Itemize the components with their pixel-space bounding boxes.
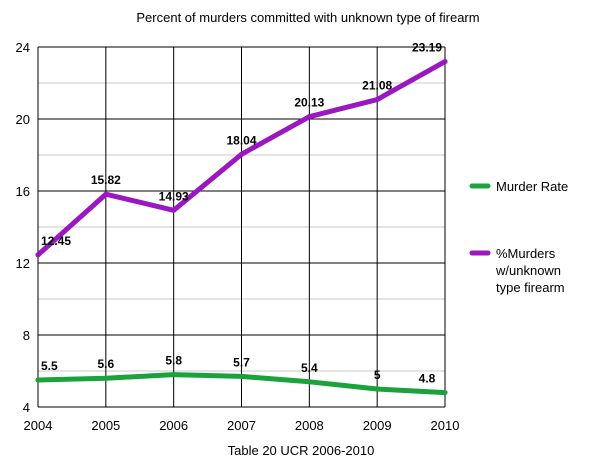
data-point bbox=[171, 207, 177, 213]
y-tick-label: 24 bbox=[16, 40, 30, 55]
data-point bbox=[442, 59, 448, 65]
legend-label-line: type firearm bbox=[496, 280, 565, 295]
data-point bbox=[103, 191, 109, 197]
plot-grid bbox=[37, 46, 446, 408]
x-tick-label: 2007 bbox=[227, 418, 256, 433]
data-point bbox=[374, 386, 380, 392]
plot-axes: 4 8 12 16 20 24 2004 2005 2006 2007 2008 2009 2010 bbox=[16, 40, 460, 433]
y-tick-label: 16 bbox=[16, 184, 30, 199]
legend-label-line: w/unknown bbox=[495, 263, 561, 278]
data-point bbox=[374, 97, 380, 103]
data-label: 5.5 bbox=[41, 359, 58, 373]
x-tick-label: 2005 bbox=[91, 418, 120, 433]
legend-label-line: %Murders bbox=[496, 246, 556, 261]
x-tick-label: 2008 bbox=[295, 418, 324, 433]
x-tick-label: 2004 bbox=[24, 418, 53, 433]
y-tick-label: 8 bbox=[23, 328, 30, 343]
y-tick-label: 4 bbox=[23, 400, 30, 415]
data-label: 5.7 bbox=[233, 355, 250, 369]
data-label: 12.45 bbox=[41, 234, 71, 248]
data-point bbox=[171, 372, 177, 378]
data-point bbox=[239, 373, 244, 379]
legend-label-unknown-firearm: %Murders w/unknown type firearm bbox=[495, 246, 565, 295]
data-point bbox=[35, 252, 41, 258]
data-point bbox=[35, 377, 41, 383]
y-tick-label: 20 bbox=[16, 112, 30, 127]
chart-title: Percent of murders committed with unknow… bbox=[136, 10, 479, 25]
data-label: 21.08 bbox=[362, 79, 392, 93]
data-label: 14.93 bbox=[159, 189, 189, 203]
x-tick-label: 2006 bbox=[159, 418, 188, 433]
data-label: 5.8 bbox=[165, 354, 182, 368]
data-label: 5.4 bbox=[301, 361, 318, 375]
data-point bbox=[103, 375, 109, 381]
data-label: 18.04 bbox=[226, 133, 256, 147]
series-layer bbox=[35, 59, 448, 396]
x-axis-title: Table 20 UCR 2006-2010 bbox=[228, 443, 375, 458]
x-tick-label: 2010 bbox=[431, 418, 460, 433]
data-point bbox=[239, 151, 244, 157]
y-tick-label: 12 bbox=[16, 256, 30, 271]
data-label: 5 bbox=[374, 368, 381, 382]
data-label: 23.19 bbox=[412, 41, 442, 55]
data-point bbox=[306, 379, 312, 385]
legend-label-murder-rate: Murder Rate bbox=[496, 179, 568, 194]
data-label: 5.6 bbox=[97, 357, 114, 371]
x-tick-label: 2009 bbox=[363, 418, 392, 433]
data-point bbox=[442, 390, 448, 396]
data-point bbox=[306, 114, 312, 120]
data-labels: 5.5 5.6 5.8 5.7 5.4 5 4.8 12.45 15.82 14.93 18.04 2… bbox=[41, 41, 442, 386]
data-label: 4.8 bbox=[419, 372, 436, 386]
data-label: 15.82 bbox=[91, 173, 121, 187]
data-label: 20.13 bbox=[294, 96, 324, 110]
legend: Murder Rate %Murders w/unknown type firearm bbox=[469, 179, 568, 295]
